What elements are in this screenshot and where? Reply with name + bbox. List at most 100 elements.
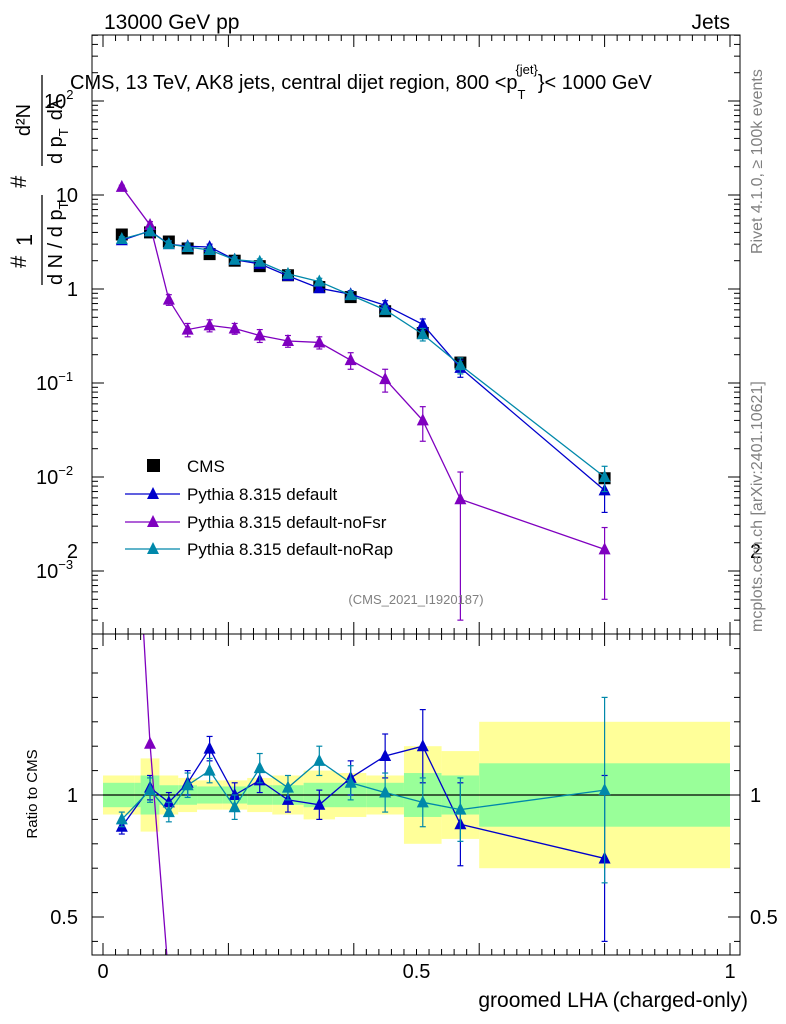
legend-marker-norap: [147, 542, 159, 554]
nofsr-point-8: [313, 335, 326, 348]
norap-ratio-line: [121, 760, 605, 820]
norap-ratio-point-0: [115, 812, 128, 825]
nofsr-ratio-point-1: [144, 736, 157, 749]
axis-ticks: [92, 34, 740, 955]
y-axis-label-main: # 1 d N / d pT # d²N d pTdλ: [6, 75, 71, 285]
legend-label-default: Pythia 8.315 default: [187, 485, 338, 504]
nofsr-point-12: [454, 492, 467, 505]
main-plot-marks: [115, 179, 611, 621]
x-tick-label-0: 0: [97, 961, 108, 983]
norap-point-0: [115, 232, 128, 245]
norap-ratio-point-2: [162, 805, 175, 818]
default-point-8: [313, 281, 326, 294]
analysis-id: (CMS_2021_I1920187): [348, 592, 483, 607]
default-ratio-point-5: [228, 788, 241, 800]
default-ratio-point-2: [162, 795, 175, 808]
header-right: Jets: [691, 11, 730, 34]
norap-point-1: [144, 224, 157, 237]
default-line: [121, 230, 606, 491]
y-tick-label-main-0: 10−3: [36, 557, 73, 583]
nofsr-point-3: [181, 322, 194, 335]
header-left: 13000 GeV pp: [104, 11, 239, 34]
rivet-label: Rivet 4.1.0, ≥ 100k events: [749, 69, 766, 254]
y-axis-label-ratio: Ratio to CMS: [24, 749, 41, 838]
norap-point-11: [416, 327, 429, 340]
y-tick-label-ratio-r-1: 1: [750, 785, 761, 807]
axis-tick-labels: 0 0.5 1 10−3 10−2 10−1 1 10 102 0.5 0.5 1 1 2 2: [36, 87, 778, 983]
plot-title: CMS, 13 TeV, AK8 jets, central dijet reg…: [70, 62, 653, 102]
svg-text:d N / d pT: d N / d pT: [45, 201, 71, 285]
nofsr-point-0: [115, 179, 128, 192]
norap-ratio-point-10: [379, 785, 392, 798]
y-tick-label-ratio-r-2: 2: [750, 541, 761, 563]
norap-point-7: [281, 266, 294, 279]
nofsr-point-2: [162, 292, 175, 305]
norap-point-2: [162, 237, 175, 250]
norap-ratio-point-1: [144, 783, 157, 796]
norap-point-4: [203, 242, 216, 255]
default-ratio-point-11: [416, 739, 429, 752]
norap-ratio-point-11: [416, 795, 429, 808]
y-tick-label-main-2: 10−1: [36, 369, 73, 395]
default-ratio-point-10: [379, 748, 392, 761]
norap-point-12: [454, 358, 467, 371]
y-tick-label-ratio-l-0: 0.5: [50, 907, 78, 929]
norap-ratio-point-4: [203, 763, 216, 776]
svg-text:1: 1: [12, 234, 37, 246]
legend-marker-nofsr: [147, 515, 159, 527]
svg-text:#: #: [6, 175, 31, 188]
y-tick-label-main-3: 1: [67, 279, 78, 301]
nofsr-point-5: [228, 321, 241, 334]
norap-ratio-point-6: [253, 761, 266, 774]
norap-ratio-point-12: [454, 802, 467, 815]
default-ratio-point-8: [313, 797, 326, 810]
norap-point-8: [313, 274, 326, 287]
norap-ratio-point-9: [344, 775, 357, 788]
default-ratio-point-4: [203, 741, 216, 754]
default-ratio-line: [121, 745, 605, 860]
y-tick-label-main-1: 10−2: [36, 463, 73, 489]
nofsr-point-13: [598, 542, 611, 555]
y-tick-label-ratio-l-2: 2: [67, 541, 78, 563]
legend-marker-cms: [147, 459, 160, 472]
svg-text:#: #: [6, 255, 31, 268]
norap-point-6: [253, 254, 266, 267]
mcplots-label: mcplots.cern.ch [arXiv:2401.10621]: [749, 381, 766, 632]
ratio-plot-marks: [115, 251, 611, 985]
y-tick-label-main-5: 102: [44, 87, 73, 113]
legend-label-nofsr: Pythia 8.315 default-noFsr: [187, 513, 387, 532]
nofsr-point-1: [144, 217, 157, 230]
title-sub: T: [518, 87, 526, 102]
norap-point-9: [344, 288, 357, 301]
y-tick-label-ratio-l-1: 1: [67, 785, 78, 807]
norap-ratio-point-3: [181, 778, 194, 791]
norap-point-5: [228, 252, 241, 265]
y-tick-label-main-4: 10: [56, 185, 78, 207]
y-tick-label-ratio-r-0: 0.5: [750, 907, 778, 929]
legend-marker-default: [147, 487, 159, 499]
norap-ratio-point-7: [281, 780, 294, 793]
nofsr-ratio-point-0: [116, 251, 128, 263]
nofsr-ratio-line: [142, 634, 168, 955]
svg-text:d pTdλ: d pTdλ: [45, 99, 71, 164]
nofsr-point-10: [379, 372, 392, 385]
norap-ratio-point-8: [313, 753, 326, 766]
norap-point-10: [379, 302, 392, 315]
nofsr-ratio-point-2: [163, 973, 175, 985]
default-point-11: [416, 317, 429, 330]
legend: CMS Pythia 8.315 default Pythia 8.315 de…: [125, 457, 393, 559]
title-sup: {jet}: [515, 62, 538, 77]
norap-point-13: [598, 470, 611, 482]
svg-text:d²N: d²N: [13, 104, 35, 136]
nofsr-point-11: [416, 413, 429, 426]
nofsr-point-6: [253, 328, 266, 341]
norap-line: [121, 230, 605, 478]
norap-point-3: [181, 239, 194, 252]
nofsr-point-9: [344, 353, 357, 366]
x-tick-label-2: 1: [724, 961, 735, 983]
norap-ratio-point-5: [228, 800, 241, 813]
legend-label-norap: Pythia 8.315 default-noRap: [187, 540, 393, 559]
legend-label-cms: CMS: [187, 457, 225, 476]
x-axis-label: groomed LHA (charged-only): [478, 989, 748, 1012]
